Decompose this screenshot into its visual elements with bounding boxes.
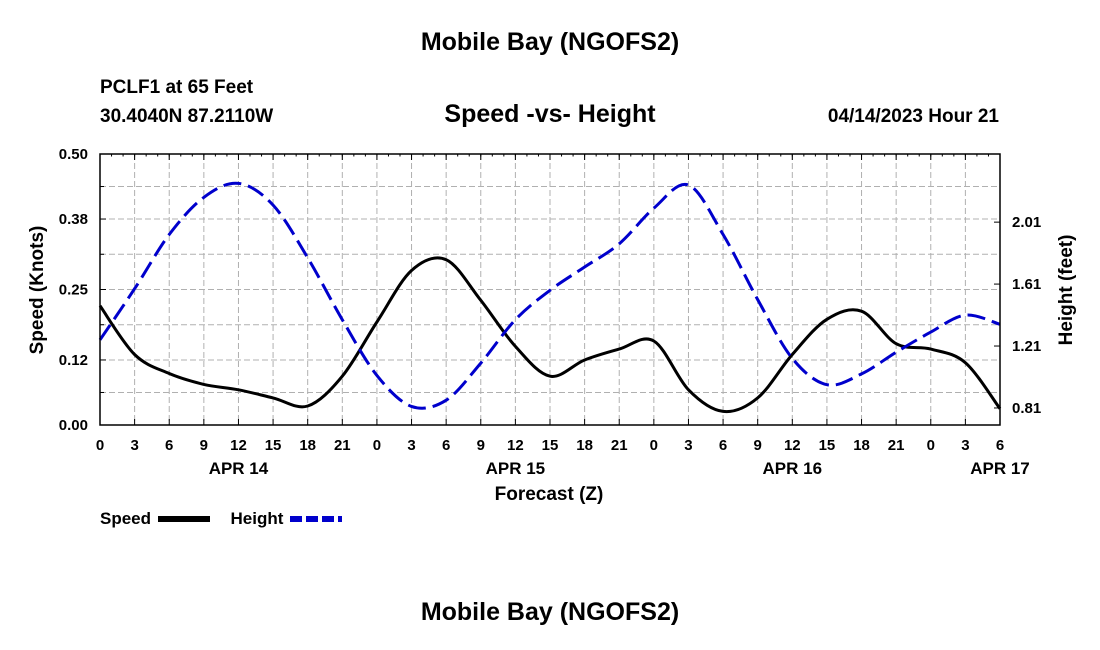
speed-height-chart: 0 3 6 9 12 15 18 21 0 3 6 9 12 15 18 21 0 3 6 9 12 15 18 21 0 3 6 A… <box>27 146 1077 505</box>
legend-height-label: Height <box>230 508 284 528</box>
x-tick-label: 12 <box>507 437 524 454</box>
y2-axis-label: Height (feet) <box>1056 235 1077 346</box>
height-series-line <box>98 181 1001 410</box>
grid <box>100 154 1000 425</box>
speed-series-line <box>98 256 1002 414</box>
x-tick-label: 12 <box>784 437 801 454</box>
x-tick-label: 15 <box>265 437 282 454</box>
y-tick-label: 0.38 <box>59 211 88 228</box>
day-label: APR 14 <box>209 459 269 478</box>
x-tick-label: 0 <box>96 437 104 454</box>
y-tick-label: 0.12 <box>59 352 88 369</box>
x-tick-label: 15 <box>542 437 559 454</box>
x-tick-label: 0 <box>927 437 935 454</box>
x-tick-label: 6 <box>442 437 450 454</box>
x-tick-label: 6 <box>719 437 727 454</box>
legend: Speed Height <box>100 508 343 529</box>
x-tick-label: 6 <box>165 437 173 454</box>
chart-title: Mobile Bay (NGOFS2) <box>420 28 680 56</box>
x-tick-label: 3 <box>684 437 692 454</box>
forecast-datetime: 04/14/2023 Hour 21 <box>827 106 999 127</box>
station-label: PCLF1 at 65 Feet <box>100 77 254 98</box>
x-tick-label: 18 <box>299 437 316 454</box>
legend-speed-swatch <box>157 516 210 523</box>
y-axis-label: Speed (Knots) <box>27 226 48 355</box>
y2-tick-label: 0.81 <box>1012 400 1041 417</box>
series-layer <box>98 181 1002 414</box>
y2-tick-label: 1.61 <box>1012 276 1041 293</box>
y2-tick-label: 2.01 <box>1012 214 1041 231</box>
x-tick-label: 0 <box>650 437 658 454</box>
x-axis-label: Forecast (Z) <box>495 484 604 505</box>
x-tick-label: 3 <box>130 437 138 454</box>
y-tick-label: 0.50 <box>59 146 88 163</box>
x-tick-label: 9 <box>477 437 485 454</box>
coordinates-label: 30.4040N 87.2110W <box>100 106 274 127</box>
day-label: APR 17 <box>970 459 1030 478</box>
x-tick-label: 9 <box>754 437 762 454</box>
day-label: APR 15 <box>486 459 546 478</box>
x-tick-label: 15 <box>819 437 836 454</box>
legend-speed: Speed <box>100 509 210 529</box>
x-tick-label: 21 <box>611 437 628 454</box>
x-tick-label: 0 <box>373 437 381 454</box>
legend-height-swatch <box>290 516 343 523</box>
x-tick-label: 18 <box>853 437 870 454</box>
footer-title: Mobile Bay (NGOFS2) <box>420 598 680 626</box>
legend-speed-label: Speed <box>100 508 152 528</box>
y-tick-label: 0.00 <box>59 417 88 434</box>
chart-subtitle: Speed -vs- Height <box>444 100 656 128</box>
y-tick-label: 0.25 <box>59 282 88 299</box>
x-tick-label: 3 <box>961 437 969 454</box>
x-tick-label: 21 <box>334 437 351 454</box>
x-tick-label: 18 <box>576 437 593 454</box>
x-tick-label: 12 <box>230 437 247 454</box>
x-tick-label: 21 <box>888 437 905 454</box>
x-tick-label: 3 <box>407 437 415 454</box>
legend-height: Height <box>231 509 343 529</box>
axes: 0 3 6 9 12 15 18 21 0 3 6 9 12 15 18 21 0 3 6 9 12 15 18 21 0 3 6 A… <box>59 146 1041 478</box>
y2-tick-label: 1.21 <box>1012 338 1041 355</box>
x-tick-label: 6 <box>996 437 1004 454</box>
x-tick-label: 9 <box>200 437 208 454</box>
day-label: APR 16 <box>763 459 823 478</box>
